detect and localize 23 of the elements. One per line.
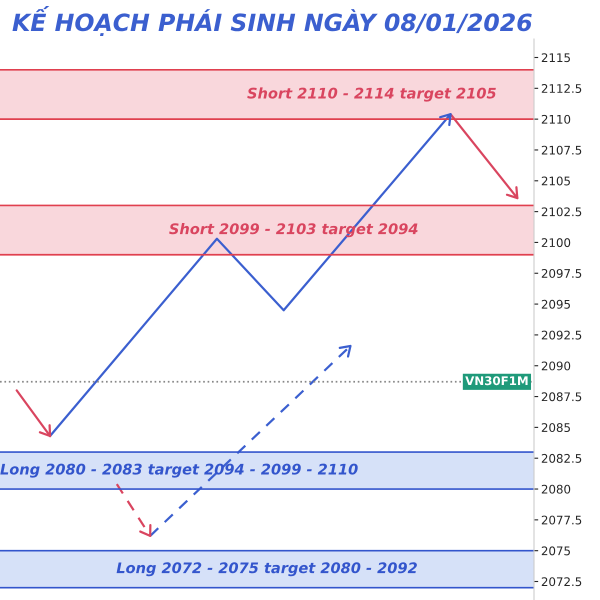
y-tick-label: 2082.5 [542,454,582,463]
band-label: Short 2110 - 2114 target 2105 [247,87,496,102]
y-tick-label: 2115 [542,53,570,62]
y-tick-label: 2075 [542,546,570,556]
y-tick-label: 2105 [542,176,570,186]
y-tick-label: 2100 [542,238,570,248]
y-tick-label: 2107.5 [542,146,582,155]
y-tick-label: 2087.5 [542,392,582,402]
y-tick-label: 2102.5 [542,207,582,216]
y-tick-label: 2077.5 [542,516,582,525]
band-label: Long 2080 - 2083 target 2094 - 2099 - 2110 [0,464,358,478]
y-tick-label: 2090 [542,361,570,370]
ref-line-label: VN30F1M [465,376,528,386]
y-tick-label: 2072.5 [542,577,582,586]
y-tick-label: 2112.5 [542,84,582,93]
band-label: Long 2072 - 2075 target 2080 - 2092 [116,562,417,576]
y-tick-label: 2085 [542,423,570,432]
chart-title: KẾ HOẠCH PHÁI SINH NGÀY 08/01/2026 [12,6,532,36]
y-tick-label: 2092.5 [542,330,582,340]
y-tick-label: 2095 [542,300,570,309]
y-tick-label: 2080 [542,484,570,494]
y-tick-label: 2097.5 [542,268,582,278]
y-tick-label: 2110 [542,114,570,124]
